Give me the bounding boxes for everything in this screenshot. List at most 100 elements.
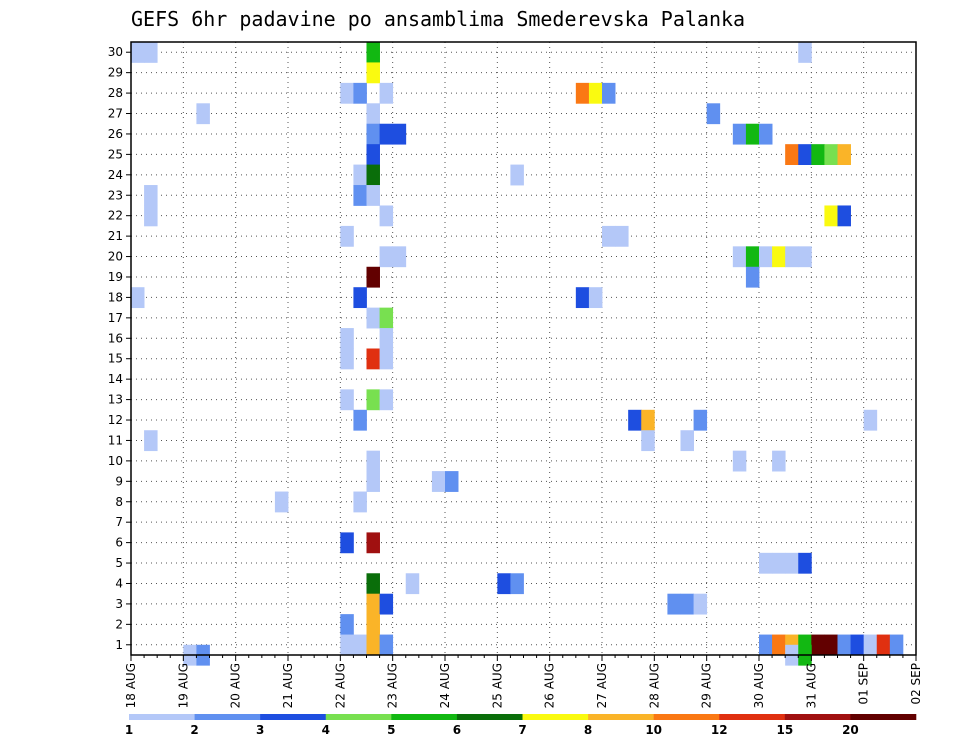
heatmap-cell — [811, 634, 825, 656]
heatmap-cell — [876, 634, 891, 656]
colorbar-segment — [391, 714, 458, 720]
heatmap-cell — [366, 42, 380, 63]
y-tick-label: 27 — [108, 107, 123, 121]
x-tick-label: 18 AUG — [124, 663, 138, 708]
y-tick-label: 13 — [108, 393, 123, 407]
heatmap-cell — [588, 82, 603, 104]
heatmap-cell — [366, 103, 380, 125]
heatmap-cell — [340, 348, 354, 370]
heatmap-cell — [392, 123, 407, 145]
heatmap-cell — [824, 205, 838, 227]
heatmap-cell — [340, 614, 354, 635]
heatmap-cell — [131, 42, 145, 63]
heatmap-cell — [837, 205, 851, 227]
heatmap-cell — [693, 409, 708, 431]
heatmap-cell — [144, 185, 158, 206]
heatmap-cell — [510, 164, 524, 186]
heatmap-cell — [680, 593, 694, 615]
heatmap-cell — [889, 634, 904, 656]
heatmap-cell — [732, 123, 747, 145]
x-tick-label: 25 AUG — [490, 663, 504, 708]
heatmap-cell — [379, 328, 394, 349]
heatmap-cell — [445, 471, 459, 492]
y-tick-label: 5 — [115, 556, 123, 570]
x-axis: 18 AUG 19 AUG 20 AUG 21 AUG 22 AUG 23 AUG 24 A… — [124, 655, 923, 708]
x-tick-label: 21 AUG — [281, 663, 295, 708]
heatmap-cell — [772, 552, 786, 574]
colorbar-label: 4 — [322, 723, 330, 737]
y-tick-label: 3 — [115, 597, 123, 611]
x-tick-label: 30 AUG — [752, 663, 766, 708]
y-tick-label: 7 — [115, 515, 123, 529]
x-tick-label: 26 AUG — [543, 663, 557, 708]
heatmap-cell — [798, 42, 812, 63]
heatmap-cell — [628, 409, 642, 431]
heatmap-cell — [144, 42, 158, 63]
y-tick-label: 9 — [115, 474, 123, 488]
heatmap-cell — [131, 287, 145, 309]
heatmap-cell — [379, 246, 394, 268]
heatmap-cell — [837, 634, 851, 656]
y-tick-label: 15 — [108, 352, 123, 366]
colorbar-segment — [456, 714, 523, 720]
y-tick-label: 21 — [108, 229, 123, 243]
heatmap-cell — [759, 552, 773, 574]
heatmap-cell — [366, 307, 380, 329]
colorbar-segment — [719, 714, 786, 720]
x-tick-label: 02 SEP — [909, 663, 923, 705]
heatmap-cell — [366, 450, 380, 472]
heatmap-cell — [366, 614, 380, 635]
x-tick-label: 29 AUG — [700, 663, 714, 708]
heatmap-cell — [641, 409, 655, 431]
y-tick-label: 30 — [108, 45, 123, 59]
heatmap-cell — [379, 205, 394, 227]
heatmap-cell — [340, 532, 354, 554]
heatmap-cells — [131, 42, 904, 666]
colorbar-segment — [260, 714, 327, 720]
colorbar-segment — [522, 714, 589, 720]
heatmap-cell — [379, 348, 394, 370]
heatmap-cell — [379, 593, 394, 615]
colorbar-label: 8 — [584, 723, 592, 737]
heatmap-cell — [785, 552, 799, 574]
x-tick-label: 19 AUG — [176, 663, 190, 708]
heatmap-cell — [379, 82, 394, 104]
y-tick-label: 2 — [115, 617, 123, 631]
y-tick-label: 26 — [108, 127, 123, 141]
heatmap-cell — [366, 532, 380, 554]
heatmap-cell — [379, 123, 394, 145]
heatmap-cell — [366, 389, 380, 411]
y-tick-label: 20 — [108, 250, 123, 264]
heatmap-cell — [366, 144, 380, 165]
heatmap-cell — [745, 123, 760, 145]
y-tick-label: 4 — [115, 576, 123, 590]
heatmap-cell — [850, 634, 865, 656]
heatmap-cell — [366, 573, 380, 595]
colorbar-segment — [588, 714, 654, 720]
y-tick-label: 12 — [108, 413, 123, 427]
y-tick-label: 17 — [108, 311, 123, 325]
y-tick-label: 11 — [108, 433, 123, 447]
heatmap-cell — [353, 491, 367, 513]
heatmap-cell — [602, 225, 616, 247]
colorbar-label: 3 — [256, 723, 264, 737]
x-tick-label: 27 AUG — [595, 663, 609, 708]
x-tick-label: 28 AUG — [647, 663, 661, 708]
colorbar-label: 12 — [711, 723, 728, 737]
y-tick-label: 19 — [108, 270, 123, 284]
heatmap-cell — [772, 246, 786, 268]
y-tick-label: 28 — [108, 86, 123, 100]
heatmap-cell — [274, 491, 289, 513]
heatmap-cell — [667, 593, 681, 615]
y-tick-label: 22 — [108, 209, 123, 223]
heatmap-cell — [510, 573, 524, 595]
heatmap-cell — [863, 634, 878, 656]
colorbar-label: 2 — [190, 723, 198, 737]
y-tick-label: 10 — [108, 454, 123, 468]
heatmap-cell — [759, 246, 773, 268]
heatmap-cell — [392, 246, 407, 268]
colorbar: 1 2 3 4 5 6 7 8 10 12 15 20 — [125, 714, 917, 737]
heatmap-cell — [405, 573, 420, 595]
y-tick-label: 23 — [108, 188, 123, 202]
